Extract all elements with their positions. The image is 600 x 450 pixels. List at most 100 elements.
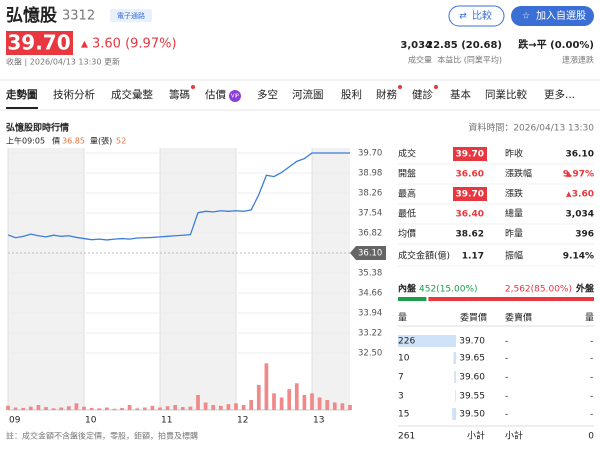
stat-value: 3,034 — [400, 40, 432, 51]
ask-volume: - — [590, 337, 593, 347]
book-footer: 小計 — [467, 430, 485, 442]
summary-value: 3.60 — [572, 190, 594, 200]
ask-volume: - — [590, 373, 593, 383]
change: 3.60 (9.97%) — [92, 37, 177, 52]
volume-bar — [127, 405, 132, 410]
ask-price: - — [505, 410, 508, 420]
summary-label: 漲跌幅 — [505, 168, 532, 180]
stat-label: 連漲連跌 — [562, 55, 594, 65]
book-footer: 261 — [398, 432, 415, 442]
summary-value: 38.62 — [456, 230, 484, 240]
volume-bar — [272, 393, 276, 410]
vip-circle — [229, 90, 241, 102]
y-tick-label: 38.98 — [358, 169, 382, 179]
inner-label: 內盤 — [398, 283, 417, 295]
ask-volume: - — [590, 392, 593, 402]
volume-bar — [28, 406, 33, 410]
tab[interactable]: 更多... — [544, 88, 575, 101]
summary-value: 39.70 — [456, 190, 484, 200]
notify-dot — [434, 85, 438, 89]
summary-label: 最低 — [398, 208, 416, 220]
x-tick-label: 11 — [161, 416, 172, 426]
x-tick-label: 09 — [9, 416, 21, 426]
volume-bar — [241, 405, 246, 410]
bid-bar — [454, 371, 456, 383]
stat-value: 22.85 (20.68) — [426, 40, 502, 51]
compare-button[interactable] — [448, 5, 505, 27]
volume-bar — [150, 405, 155, 410]
volume-bar — [89, 407, 94, 410]
volume-bar — [120, 407, 124, 410]
book-header: 委買價 — [460, 312, 487, 324]
summary-label: 最高 — [398, 188, 416, 200]
inner-bar — [398, 297, 427, 301]
volume-bar — [74, 403, 79, 410]
tab[interactable]: 走勢圖 — [5, 88, 38, 101]
volume-bar — [226, 404, 231, 410]
bid-bar — [452, 408, 456, 420]
volume-bar — [188, 406, 193, 410]
stock-code: 3312 — [62, 9, 95, 24]
stock-name: 弘憶股 — [6, 5, 57, 26]
summary-label: 振幅 — [505, 250, 523, 262]
book-footer: 小計 — [505, 430, 523, 442]
up-arrow: ▲ — [566, 170, 572, 178]
bid-bar — [455, 390, 456, 402]
tab[interactable]: 股利 — [341, 89, 362, 101]
tab[interactable]: 基本 — [450, 88, 471, 101]
info-volume-label: 量(張) — [90, 137, 112, 146]
watchlist-label[interactable]: 加入自選股 — [536, 9, 586, 22]
watchlist-button[interactable] — [511, 6, 594, 26]
volume-bar — [256, 385, 261, 410]
price: 39.70 — [7, 31, 70, 55]
book-header: 量 — [398, 313, 407, 324]
day-shade — [312, 148, 350, 410]
y-tick-label: 38.26 — [358, 189, 382, 199]
volume-bar — [325, 400, 330, 410]
volume-bar — [218, 405, 223, 410]
outer-label: 外盤 — [575, 283, 595, 295]
outer-bar — [428, 297, 594, 301]
reference-pointer — [350, 246, 356, 260]
inner-text: 452(15.00%) — [419, 285, 478, 295]
ask-price: - — [505, 373, 508, 383]
summary-value: 36.60 — [456, 170, 484, 180]
summary-label: 昨量 — [505, 228, 523, 240]
summary-value: 36.40 — [456, 210, 484, 220]
tab[interactable]: 財務 — [376, 88, 397, 101]
active-tab-underline — [6, 107, 38, 109]
bid-price: 39.70 — [459, 337, 485, 347]
tab[interactable]: 估價 — [205, 88, 226, 101]
x-tick-label: 13 — [313, 416, 324, 426]
volume-bar — [234, 403, 238, 410]
volume-bar — [173, 405, 178, 410]
ask-price: - — [505, 337, 508, 347]
summary-label: 均價 — [398, 228, 416, 240]
compare-label[interactable]: 比較 — [472, 9, 492, 22]
data-time: 資料時間：2026/04/13 13:30 — [468, 122, 594, 134]
status: 收盤 | 2026/04/13 13:30 更新 — [6, 57, 120, 67]
vip-badge: VIP — [231, 94, 239, 100]
info-time: 上午09:05 — [6, 136, 45, 146]
tab[interactable]: 技術分析 — [53, 88, 95, 101]
book-header: 量 — [585, 313, 594, 324]
tab[interactable]: 多空 — [257, 88, 278, 101]
tab[interactable]: 籌碼 — [169, 88, 190, 101]
book-header: 委賣價 — [505, 312, 532, 324]
volume-bar — [21, 407, 26, 410]
summary-label: 開盤 — [398, 168, 416, 180]
volume-bar — [264, 363, 269, 410]
tab[interactable]: 同業比較 — [485, 88, 527, 101]
tab[interactable]: 河流圖 — [292, 88, 324, 101]
summary-value: 1.17 — [462, 252, 484, 262]
y-tick-label: 35.38 — [358, 269, 382, 279]
ask-volume: - — [590, 354, 593, 364]
ask-price: - — [505, 354, 508, 364]
volume-bar — [211, 405, 216, 410]
tab[interactable]: 成交彙整 — [111, 88, 153, 101]
tab[interactable]: 健診 — [412, 88, 433, 101]
volume-bar — [294, 383, 299, 410]
volume-bar — [59, 407, 64, 410]
book-footer: 0 — [588, 432, 594, 442]
summary-value: 9.97% — [563, 170, 594, 180]
